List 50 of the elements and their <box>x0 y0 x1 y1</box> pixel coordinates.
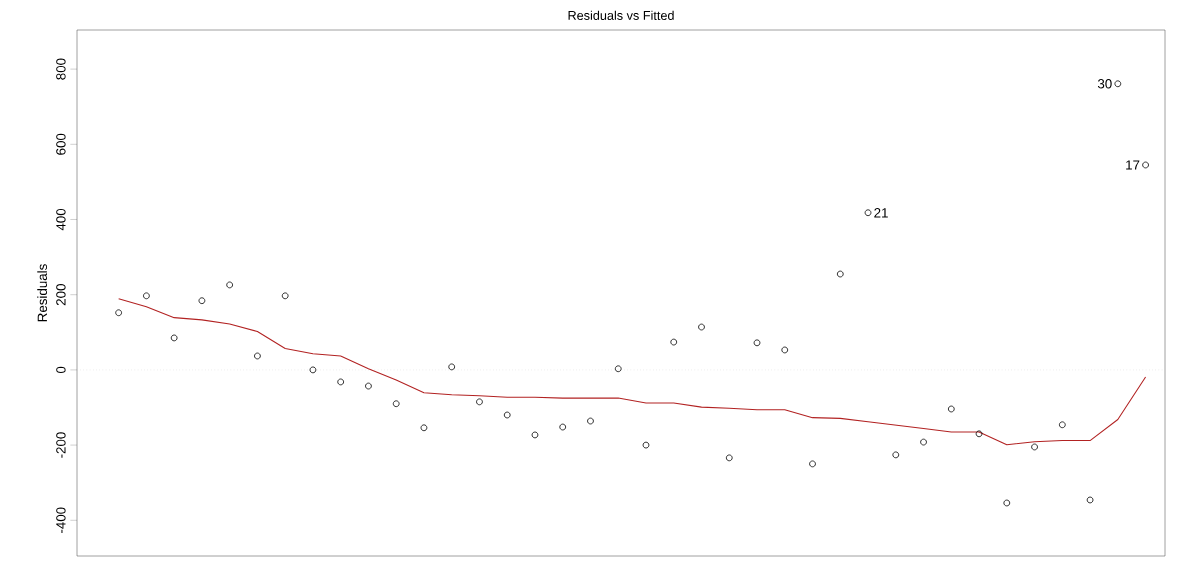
chart-title: Residuals vs Fitted <box>568 10 674 20</box>
point <box>1142 161 1149 169</box>
point <box>531 431 539 439</box>
point <box>920 438 927 446</box>
point <box>836 270 844 278</box>
point <box>226 281 233 289</box>
y-tick-label: 600 <box>56 133 66 155</box>
point <box>1086 496 1094 504</box>
point <box>281 292 289 300</box>
point <box>392 400 400 408</box>
point <box>170 334 178 342</box>
point <box>753 339 761 347</box>
point <box>143 292 150 300</box>
point <box>1003 499 1011 507</box>
y-tick-label: 800 <box>56 58 66 80</box>
point <box>670 338 678 346</box>
point <box>365 382 372 390</box>
point <box>1058 421 1066 429</box>
point <box>864 209 872 217</box>
point <box>698 323 705 331</box>
point <box>254 352 261 360</box>
point <box>614 365 622 373</box>
point <box>476 398 483 406</box>
point <box>587 417 594 425</box>
point <box>975 430 983 438</box>
y-tick-label: 200 <box>56 284 66 306</box>
annotation: 30 <box>1097 79 1112 89</box>
point <box>642 441 650 449</box>
point <box>559 423 567 431</box>
point <box>198 297 206 305</box>
y-tick-label: 400 <box>56 208 66 231</box>
y-axis-title: Residuals <box>37 264 48 322</box>
point <box>503 411 511 419</box>
annotation: 21 <box>874 208 888 218</box>
point <box>1031 443 1038 451</box>
y-tick-label: 0 <box>56 366 66 374</box>
y-tick-label: -400 <box>56 507 66 534</box>
point <box>892 451 900 459</box>
annotation: 17 <box>1126 160 1140 170</box>
point <box>448 363 456 371</box>
point <box>337 378 345 386</box>
point <box>1114 80 1122 88</box>
y-tick-label: -200 <box>56 432 66 458</box>
point <box>781 346 789 354</box>
point <box>309 366 317 374</box>
point <box>725 454 733 462</box>
point <box>420 424 428 432</box>
point <box>115 309 122 317</box>
point <box>809 460 816 468</box>
point <box>947 405 955 413</box>
